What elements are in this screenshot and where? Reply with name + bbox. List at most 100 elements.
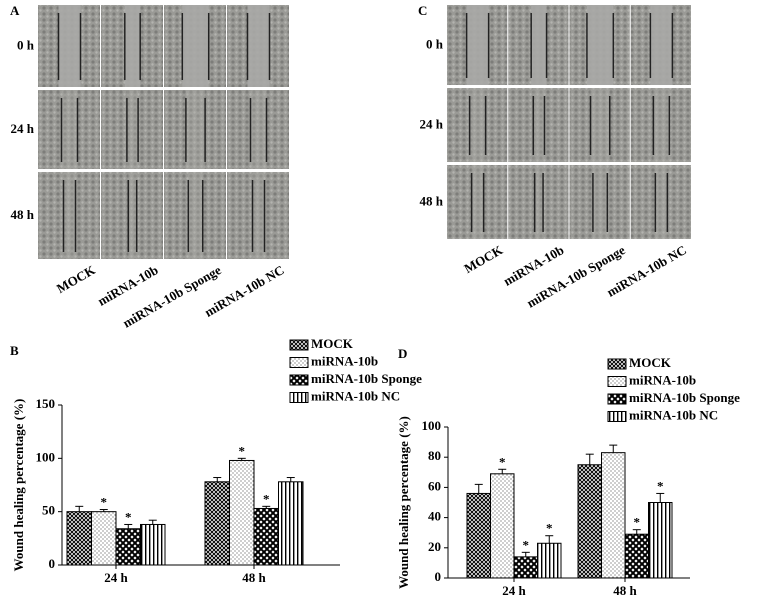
row-label: 24 h bbox=[420, 116, 444, 131]
row-label: 0 h bbox=[17, 37, 35, 52]
legend-swatch bbox=[607, 376, 627, 387]
panel-letter: C bbox=[418, 3, 427, 18]
wound-area bbox=[590, 88, 610, 162]
legend-swatch bbox=[289, 339, 309, 351]
bar bbox=[513, 556, 538, 579]
legend-swatch bbox=[289, 392, 309, 403]
bar bbox=[91, 511, 117, 566]
significance-star: * bbox=[499, 454, 506, 469]
legend-label: miRNA-10b Sponge bbox=[629, 390, 740, 405]
micrograph bbox=[38, 90, 100, 169]
micrograph bbox=[101, 172, 163, 259]
legend-label: miRNA-10b NC bbox=[311, 388, 400, 403]
micrograph bbox=[569, 165, 630, 239]
significance-star: * bbox=[523, 537, 530, 552]
y-tick-label: 150 bbox=[36, 396, 56, 411]
micrograph bbox=[447, 165, 508, 239]
wound-area bbox=[61, 90, 78, 169]
significance-star: * bbox=[657, 478, 664, 493]
wound-area bbox=[533, 88, 545, 162]
micrograph bbox=[569, 88, 630, 162]
significance-star: * bbox=[263, 491, 270, 506]
micrograph bbox=[227, 172, 289, 259]
micrograph bbox=[101, 90, 163, 169]
bar bbox=[140, 523, 166, 566]
wound-area bbox=[534, 165, 544, 239]
wound-area bbox=[58, 5, 81, 87]
legend-label: miRNA-10b Sponge bbox=[311, 371, 422, 386]
wound-area bbox=[592, 165, 608, 239]
bar bbox=[278, 481, 304, 566]
legend-swatch bbox=[607, 393, 627, 405]
legend-label: MOCK bbox=[629, 355, 672, 370]
bar bbox=[624, 533, 649, 579]
x-tick-label: 48 h bbox=[242, 570, 266, 585]
legend-swatch bbox=[607, 411, 627, 422]
wound-area bbox=[63, 172, 76, 259]
micrograph bbox=[508, 165, 569, 239]
legend-swatch bbox=[289, 357, 309, 368]
micrograph bbox=[508, 88, 569, 162]
wound-area bbox=[586, 5, 614, 85]
bar bbox=[253, 507, 279, 566]
legend-label: MOCK bbox=[311, 336, 354, 351]
wound-area bbox=[124, 5, 141, 87]
panel-letter: D bbox=[398, 346, 407, 361]
wound-area bbox=[650, 5, 673, 85]
x-tick-label: 24 h bbox=[502, 583, 526, 598]
legend-label: miRNA-10b bbox=[311, 353, 378, 368]
wound-area bbox=[531, 5, 547, 85]
significance-star: * bbox=[239, 443, 246, 458]
significance-star: * bbox=[634, 515, 641, 530]
y-tick-label: 20 bbox=[428, 539, 441, 554]
y-tick-label: 50 bbox=[42, 503, 55, 518]
bar bbox=[115, 528, 141, 566]
row-label: 24 h bbox=[11, 121, 35, 136]
micrograph bbox=[164, 90, 226, 169]
micrograph bbox=[164, 172, 226, 259]
bar bbox=[577, 464, 602, 579]
micrograph bbox=[227, 90, 289, 169]
y-tick-label: 100 bbox=[36, 449, 56, 464]
bar bbox=[648, 502, 673, 579]
legend-swatch bbox=[289, 374, 309, 386]
row-label: 0 h bbox=[426, 36, 444, 51]
wound-area bbox=[252, 172, 265, 259]
significance-star: * bbox=[546, 521, 553, 536]
micrograph bbox=[630, 88, 691, 162]
y-tick-label: 60 bbox=[428, 478, 441, 493]
row-label: 48 h bbox=[11, 207, 35, 222]
wound-area bbox=[185, 90, 206, 169]
bar bbox=[537, 542, 562, 579]
row-label: 48 h bbox=[420, 193, 444, 208]
wound-area bbox=[247, 5, 270, 87]
wound-area bbox=[653, 88, 670, 162]
wound-area bbox=[469, 88, 486, 162]
y-axis-label: Wound healing percentage (%) bbox=[11, 399, 26, 572]
legend-swatch bbox=[607, 358, 627, 370]
bar bbox=[466, 492, 491, 579]
significance-star: * bbox=[101, 495, 108, 510]
wound-area bbox=[655, 165, 668, 239]
wound-area bbox=[182, 5, 209, 87]
micrograph bbox=[447, 88, 508, 162]
panel-letter: B bbox=[10, 343, 19, 358]
y-axis-label: Wound healing percentage (%) bbox=[396, 416, 411, 589]
y-tick-label: 40 bbox=[428, 509, 441, 524]
bar bbox=[229, 459, 255, 566]
micrograph bbox=[38, 172, 100, 259]
wound-area bbox=[471, 165, 484, 239]
wound-area bbox=[126, 90, 139, 169]
significance-star: * bbox=[125, 509, 132, 524]
x-tick-label: 48 h bbox=[613, 583, 637, 598]
wound-area bbox=[128, 172, 137, 259]
bar bbox=[490, 473, 515, 579]
legend-label: miRNA-10b bbox=[629, 372, 696, 387]
bar bbox=[601, 452, 626, 579]
panel-letter: A bbox=[10, 3, 20, 18]
column-label: MOCK bbox=[461, 242, 506, 276]
bar bbox=[204, 481, 230, 566]
bar bbox=[66, 511, 92, 566]
micrograph bbox=[630, 165, 691, 239]
